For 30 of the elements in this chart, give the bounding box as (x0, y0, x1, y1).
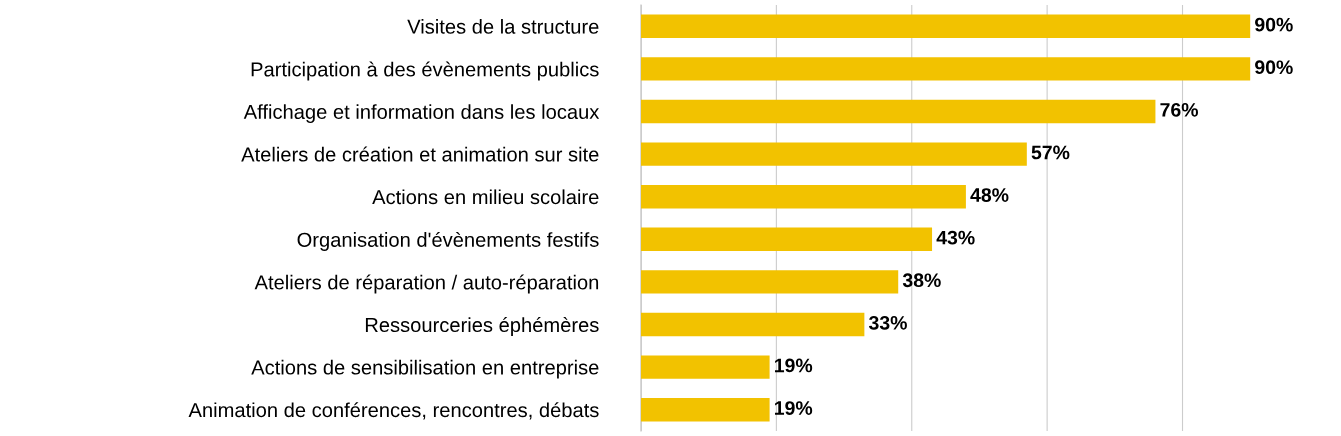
bar (641, 270, 899, 294)
y-tick-label: Visites de la structure (407, 19, 599, 34)
bar (641, 355, 770, 379)
data-label: 48% (970, 188, 1009, 202)
bar (641, 14, 1251, 39)
data-label: 19% (775, 401, 813, 415)
y-tick-label: Ateliers de réparation / auto-réparation (254, 274, 599, 294)
y-tick-label: Animation de conférences, rencontres, débats (188, 402, 599, 420)
data-label: 43% (936, 230, 975, 245)
data-label: 57% (1031, 145, 1070, 160)
data-label: 90% (1255, 17, 1293, 32)
bar (641, 227, 933, 252)
data-label: 33% (868, 315, 907, 330)
bar (641, 184, 966, 209)
y-tick-label: Affichage et information dans les locaux (243, 104, 600, 123)
data-label: 38% (902, 273, 941, 288)
y-tick-label: Ateliers de création et animation sur site (241, 146, 599, 162)
y-tick-label: Organisation d'évènements festifs (297, 231, 599, 251)
data-label: 19% (775, 358, 813, 373)
bar (641, 99, 1156, 124)
data-label: 90% (1255, 60, 1293, 75)
data-label: 76% (1160, 102, 1198, 117)
y-tick-label: Ressourceries éphémères (365, 317, 599, 337)
bar (641, 142, 1027, 166)
y-tick-label: Participation à des évènements publics (251, 61, 599, 81)
bar (641, 397, 770, 422)
y-tick-label: Actions de sensibilisation en entreprise (251, 359, 599, 379)
y-tick-label: Actions en milieu scolaire (372, 189, 599, 205)
bar (641, 312, 865, 337)
bar (641, 57, 1251, 81)
